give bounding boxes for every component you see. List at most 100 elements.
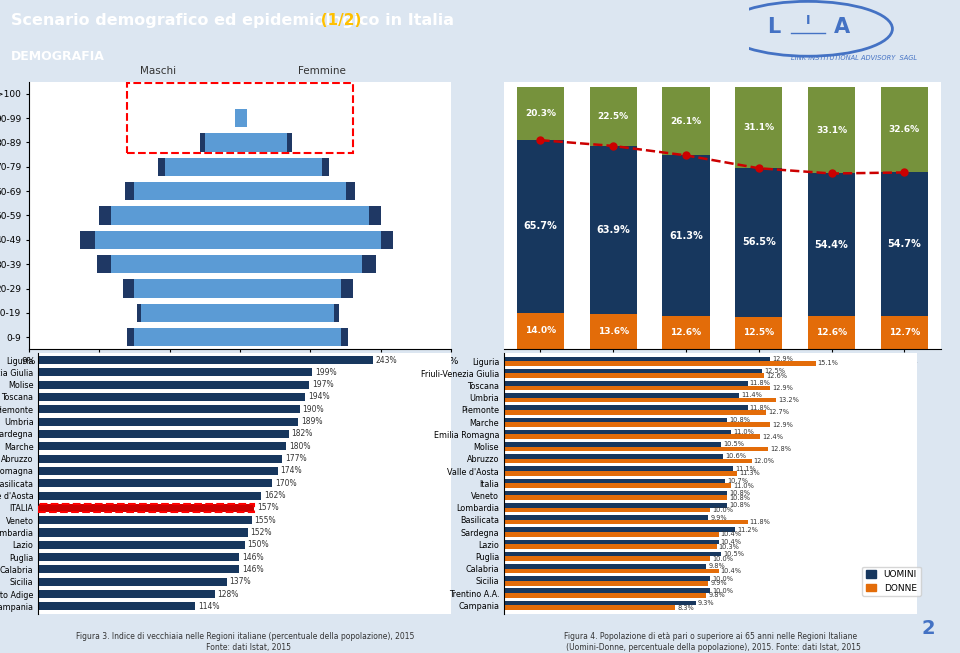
Text: Figura 1. Piramide per genere, fasce di età e cittadinanza della popolazione res: Figura 1. Piramide per genere, fasce di … — [76, 419, 404, 438]
Bar — [504, 581, 708, 586]
Text: 12.9%: 12.9% — [772, 421, 793, 428]
Text: 10.7%: 10.7% — [727, 478, 748, 484]
Text: 31.1%: 31.1% — [743, 123, 775, 132]
Bar — [516, 140, 564, 313]
Bar — [165, 157, 240, 176]
Bar — [200, 133, 204, 151]
Bar — [504, 381, 748, 385]
Bar — [504, 361, 816, 366]
Text: 189%: 189% — [301, 417, 323, 426]
Bar — [38, 430, 289, 438]
Bar — [662, 316, 709, 349]
Text: 11.3%: 11.3% — [739, 470, 760, 476]
Bar — [38, 356, 372, 364]
Bar — [240, 133, 287, 151]
Text: LINK INSTITUTIONAL ADVISORY  SAGL: LINK INSTITUTIONAL ADVISORY SAGL — [791, 56, 918, 61]
Text: 54.7%: 54.7% — [888, 239, 922, 249]
Text: 190%: 190% — [302, 405, 324, 414]
Bar — [111, 206, 240, 225]
Bar — [240, 328, 341, 346]
Text: Figura 3. Indice di vecchiaia nelle Regioni italiane (percentuale della popolazi: Figura 3. Indice di vecchiaia nelle Regi… — [76, 632, 414, 652]
Bar — [504, 374, 764, 378]
Bar — [504, 503, 727, 507]
Text: 61.3%: 61.3% — [669, 231, 703, 241]
Bar — [735, 87, 782, 168]
Text: 10.3%: 10.3% — [719, 543, 739, 550]
Text: 146%: 146% — [242, 565, 264, 574]
Bar — [880, 87, 928, 172]
Text: 10.8%: 10.8% — [729, 502, 750, 508]
Text: 11.0%: 11.0% — [733, 429, 754, 435]
Text: 137%: 137% — [229, 577, 252, 586]
Bar — [240, 157, 323, 176]
Bar — [504, 410, 766, 415]
Bar — [134, 328, 240, 346]
Bar — [504, 491, 727, 496]
Bar — [504, 544, 716, 549]
Text: 10.4%: 10.4% — [721, 532, 742, 537]
Bar — [38, 368, 312, 376]
Text: 12.6%: 12.6% — [766, 373, 787, 379]
Bar — [504, 479, 725, 483]
Bar — [38, 418, 299, 426]
Text: 26.1%: 26.1% — [670, 117, 702, 125]
Text: 199%: 199% — [315, 368, 337, 377]
Text: 11.4%: 11.4% — [741, 392, 762, 398]
Text: 54.4%: 54.4% — [815, 240, 849, 250]
Bar — [504, 385, 770, 390]
Text: 114%: 114% — [198, 602, 220, 611]
Bar — [504, 520, 748, 524]
Bar — [240, 231, 381, 249]
Text: 152%: 152% — [251, 528, 272, 537]
Text: 12.5%: 12.5% — [743, 328, 775, 338]
Text: 11.0%: 11.0% — [733, 483, 754, 488]
Bar — [504, 442, 721, 447]
Text: 9.8%: 9.8% — [708, 592, 725, 598]
Bar — [240, 206, 369, 225]
Bar — [504, 471, 737, 475]
Bar — [735, 168, 782, 317]
Text: 56.5%: 56.5% — [742, 238, 776, 247]
Bar — [362, 255, 376, 274]
Text: 12.9%: 12.9% — [772, 356, 793, 362]
Bar — [38, 467, 277, 475]
Bar — [38, 541, 245, 549]
Bar — [808, 316, 855, 349]
Bar — [38, 406, 300, 413]
Text: 10.6%: 10.6% — [725, 453, 746, 460]
Bar — [81, 231, 94, 249]
Bar — [504, 454, 723, 459]
Bar — [504, 422, 770, 427]
Bar — [808, 174, 855, 316]
Bar — [381, 231, 393, 249]
Text: 177%: 177% — [285, 454, 306, 463]
Bar — [504, 398, 777, 402]
Text: 180%: 180% — [289, 442, 310, 451]
Text: 162%: 162% — [264, 491, 285, 500]
Bar — [589, 87, 636, 146]
Text: 10.4%: 10.4% — [721, 568, 742, 574]
Text: 11.8%: 11.8% — [750, 405, 771, 411]
Text: 182%: 182% — [292, 430, 313, 438]
Text: A: A — [833, 18, 850, 37]
Bar — [504, 406, 748, 410]
Text: 12.7%: 12.7% — [768, 409, 789, 415]
Bar — [341, 328, 348, 346]
Bar — [134, 182, 240, 200]
Bar — [38, 565, 239, 573]
Text: DEMOGRAFIA: DEMOGRAFIA — [12, 50, 105, 63]
Text: 13.6%: 13.6% — [598, 327, 629, 336]
Text: 12.7%: 12.7% — [889, 328, 920, 337]
Text: Scenario demografico ed epidemiologico in Italia: Scenario demografico ed epidemiologico i… — [12, 13, 454, 28]
Bar — [38, 528, 248, 537]
Bar — [38, 479, 273, 487]
Bar — [504, 605, 675, 610]
Bar — [880, 172, 928, 316]
Bar — [504, 466, 733, 471]
Bar — [504, 515, 708, 520]
Bar — [287, 133, 292, 151]
Bar — [136, 304, 141, 322]
Text: 11.1%: 11.1% — [735, 466, 756, 471]
Bar — [504, 569, 719, 573]
Text: 65.7%: 65.7% — [523, 221, 557, 231]
